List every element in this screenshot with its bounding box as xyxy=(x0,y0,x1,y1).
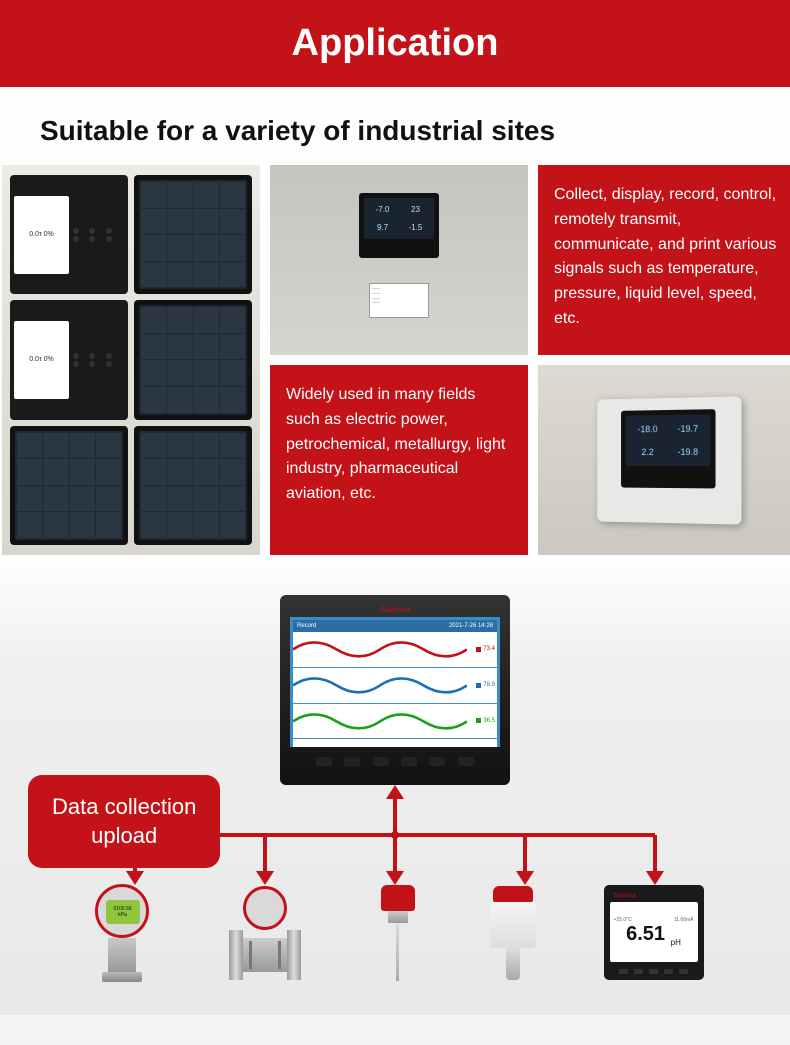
paperless-recorder: Supmea Record 2021-7-26 14:28 73.478.936… xyxy=(280,595,510,785)
data-flow-diagram: Supmea Record 2021-7-26 14:28 73.478.936… xyxy=(0,575,790,1015)
display-value: -1.5 xyxy=(400,220,431,237)
photo-device-wall: 0.0τ 0% 0.0τ 0% xyxy=(2,165,260,555)
display-value: 9.7 xyxy=(367,220,398,237)
subtitle: Suitable for a variety of industrial sit… xyxy=(0,87,790,165)
ph-meter: Supmea +25.0°C11.66mA 6.51 pH xyxy=(604,880,704,985)
screen-header-left: Record xyxy=(297,623,316,629)
recorder-brand: Supmea xyxy=(290,605,500,614)
recorder-waveform-rows: 73.478.936.545.058.182.7 xyxy=(293,632,497,744)
device-meter: 0.0τ 0% xyxy=(10,300,128,419)
data-collection-badge: Data collection upload xyxy=(28,775,220,868)
device-meter: 0.0τ 0% xyxy=(10,175,128,294)
device-recorder xyxy=(134,300,252,419)
flow-meter xyxy=(220,880,310,985)
display-value: -18.0 xyxy=(628,418,666,440)
device-meter-screen: 0.0τ 0% xyxy=(14,196,69,274)
device-recorder xyxy=(134,175,252,294)
ph-unit: pH xyxy=(671,938,681,947)
badge-line1: Data collection xyxy=(52,793,196,822)
header-title: Application xyxy=(0,22,790,65)
cabinet-label: ———————— xyxy=(369,283,429,318)
photo-grid: 0.0τ 0% 0.0τ 0% -7.0 23 9.7 -1.5 ———————… xyxy=(0,165,790,575)
recorder-buttons xyxy=(290,747,500,766)
badge-line2: upload xyxy=(52,822,196,851)
device-recorder xyxy=(134,426,252,545)
page: Application Suitable for a variety of in… xyxy=(0,0,790,1015)
ph-value: 6.51 xyxy=(626,923,665,945)
photo-cabinet: -7.0 23 9.7 -1.5 ———————— xyxy=(270,165,528,355)
device-recorder xyxy=(10,426,128,545)
recorder-screen: Record 2021-7-26 14:28 73.478.936.545.05… xyxy=(290,617,500,747)
screen-header-right: 2021-7-26 14:28 xyxy=(449,623,493,629)
level-sensor xyxy=(486,880,541,985)
cabinet-display: -7.0 23 9.7 -1.5 xyxy=(359,193,439,258)
display-value: -19.7 xyxy=(668,417,707,439)
enclosure-display: -18.0 -19.7 2.2 -19.8 xyxy=(621,409,716,488)
text-box-2: Widely used in many fields such as elect… xyxy=(270,365,528,555)
device-meter-screen: 0.0τ 0% xyxy=(14,321,69,399)
temperature-probe xyxy=(373,880,423,985)
photo-enclosure: -18.0 -19.7 2.2 -19.8 xyxy=(538,365,790,555)
display-value: -7.0 xyxy=(367,201,398,218)
ph-brand: Supmea xyxy=(610,893,698,899)
text-box-1: Collect, display, record, control, remot… xyxy=(538,165,790,355)
lcd-unit: kPa xyxy=(106,912,140,918)
display-value: -19.8 xyxy=(668,441,707,463)
enclosure-box: -18.0 -19.7 2.2 -19.8 xyxy=(597,396,741,524)
pressure-transmitter: 0100.56kPa xyxy=(87,880,157,985)
header-banner: Application xyxy=(0,0,790,87)
display-value: 23 xyxy=(400,201,431,218)
sensor-row: 0100.56kPa xyxy=(55,880,735,985)
display-value: 2.2 xyxy=(628,441,666,462)
